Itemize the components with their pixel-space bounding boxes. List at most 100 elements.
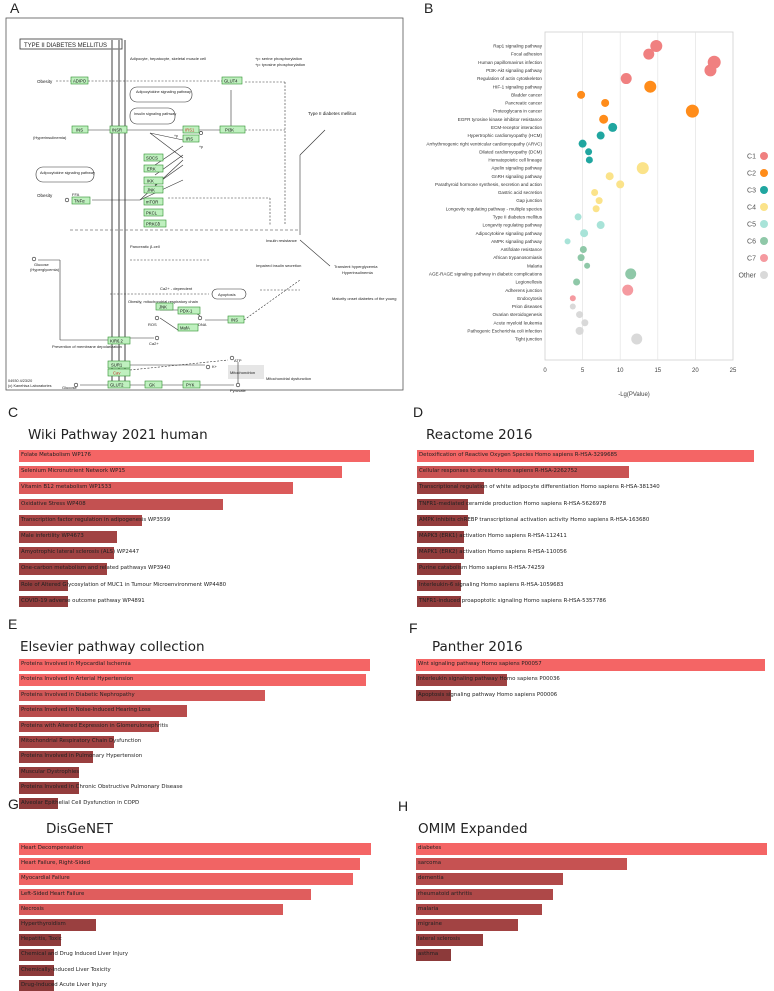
dot-plot-point bbox=[569, 303, 576, 310]
legend-label: C4 bbox=[747, 205, 756, 212]
kegg-adipo-pathway-2: Adipocytokine signaling pathway bbox=[40, 171, 95, 175]
gene-box-ins-2 bbox=[227, 315, 245, 324]
bar-label: Hepatitis, Toxic bbox=[21, 936, 62, 943]
dot-plot-pathway-label: Pathogenic Escherichia coli infection bbox=[467, 328, 542, 333]
dot-plot-pathway-label: Apelin signaling pathway bbox=[491, 166, 542, 171]
panel-letter-e: E bbox=[8, 616, 18, 632]
dot-plot-point bbox=[616, 180, 625, 189]
gene-cav: Cav bbox=[113, 371, 121, 376]
dot-plot-point bbox=[573, 278, 581, 286]
dot-plot-grid bbox=[582, 32, 696, 360]
gene-gk: GK bbox=[149, 383, 155, 388]
dot-plot-x-label: -Lg(PValue) bbox=[618, 392, 650, 398]
dot-plot-pathway-label: Adherens junction bbox=[505, 288, 542, 293]
gene-irs1: IRS1 bbox=[185, 128, 195, 133]
kegg-obesity-2: Obesity bbox=[37, 193, 53, 198]
kegg-ca-dependent: Ca2+ - dependent bbox=[160, 286, 193, 291]
gene-adipo: ADIPO bbox=[73, 79, 87, 84]
bar bbox=[417, 498, 468, 511]
gene-box-pkcl bbox=[143, 208, 164, 217]
dot-plot-pathway-label: PI3K-Akt signaling pathway bbox=[486, 68, 543, 73]
kegg-ros: ROS bbox=[148, 322, 157, 327]
dot-plot-point bbox=[601, 98, 610, 107]
bar-label: TNFR1-mediated ceramide production Homo … bbox=[419, 500, 607, 507]
gene-box-tnfa bbox=[71, 196, 91, 205]
panel-title: Wiki Pathway 2021 human bbox=[28, 427, 208, 443]
bar bbox=[19, 919, 97, 931]
bar-label: Proteins Involved in Diabetic Nephropath… bbox=[21, 691, 135, 698]
gene-socs: SOCS bbox=[146, 156, 158, 161]
legend-swatch-c7 bbox=[760, 254, 768, 262]
kegg-apoptosis: Apoptosis bbox=[218, 292, 236, 297]
bar-label: Proteins Involved in Arterial Hypertensi… bbox=[21, 676, 134, 683]
kegg-kplus: K+ bbox=[212, 364, 218, 369]
bar-label: Chemically-Induced Liver Toxicity bbox=[21, 966, 111, 973]
gene-box-mafa bbox=[177, 323, 199, 332]
gene-jnk: JNK bbox=[147, 188, 155, 193]
dot-plot-point bbox=[704, 64, 717, 77]
bar-label: Transcriptional regulation of white adip… bbox=[419, 484, 660, 491]
kegg-transient: Transient hyperglycemia bbox=[334, 264, 378, 269]
dot-plot-pathway-label: ECM-receptor interaction bbox=[491, 125, 543, 130]
bar bbox=[416, 659, 765, 671]
bar-label: lateral sclerosis bbox=[418, 936, 461, 943]
kegg-plus-p-1: +p bbox=[174, 134, 178, 138]
bar bbox=[417, 450, 754, 462]
kegg-dna: DNA bbox=[198, 322, 207, 327]
dot-plot-pathway-label: Pancreatic cancer bbox=[505, 101, 542, 106]
dot-plot-point bbox=[585, 156, 593, 164]
bar-label: Chemical and Drug Induced Liver Injury bbox=[21, 951, 129, 958]
bar bbox=[19, 482, 293, 494]
gene-kir62: KIR6.2 bbox=[110, 339, 123, 344]
kegg-insulin-pathway: Insulin signaling pathway bbox=[134, 112, 176, 116]
bar-label: One-carbon metabolism and related pathwa… bbox=[21, 565, 171, 572]
bar-label: Hyperthyroidism bbox=[21, 921, 66, 927]
gene-box-jnk bbox=[143, 185, 164, 194]
bar-label: Necrosis bbox=[21, 905, 44, 912]
dot-plot-point bbox=[643, 48, 655, 60]
dot-plot-point bbox=[644, 80, 657, 93]
bar-label: Proteins Involved in Myocardial Ischemia bbox=[21, 661, 131, 667]
bar bbox=[417, 482, 485, 494]
dot-plot-point bbox=[575, 326, 584, 335]
panel-letter-g: G bbox=[8, 796, 19, 812]
dot-plot-pathway-label: Hematopoietic cell lineage bbox=[488, 158, 542, 163]
bar bbox=[417, 547, 465, 559]
bar-label: Apoptosis signaling pathway Homo sapiens… bbox=[418, 691, 558, 698]
bar bbox=[19, 514, 142, 527]
dot-plot-pathway-label: Dilated cardiomyopathy (DCM) bbox=[479, 149, 542, 154]
kegg-t2dm: Type II diabetes mellitus bbox=[308, 111, 357, 116]
dot-plot-point bbox=[579, 245, 587, 253]
gene-box-ikk bbox=[143, 176, 164, 185]
bar bbox=[19, 674, 367, 686]
gene-pkcl: PKCL bbox=[146, 211, 158, 216]
bar-label: Interleukin signaling pathway Homo sapie… bbox=[418, 676, 560, 683]
kegg-adipo-pathway: Adipocytokine signaling pathway bbox=[136, 90, 191, 94]
bar bbox=[416, 949, 452, 961]
panel-h-omim: OMIM Expanded diabetes sarcoma dementia rheu… bbox=[400, 819, 774, 989]
panel-letter-h: H bbox=[398, 798, 409, 814]
kegg-title: TYPE II DIABETES MELLITUS bbox=[24, 43, 107, 49]
bar bbox=[416, 843, 767, 855]
bar bbox=[417, 563, 461, 575]
dot-plot-point bbox=[569, 295, 576, 302]
gene-tnfa: TNFα bbox=[74, 199, 85, 204]
dot-plot-point bbox=[622, 284, 634, 296]
kegg-compound-ca bbox=[154, 335, 160, 341]
dot-plot-x-tick: 15 bbox=[654, 368, 661, 374]
dot-plot-point bbox=[584, 262, 591, 269]
bar-label: Purine catabolism Homo sapiens R-HSA-742… bbox=[419, 565, 545, 572]
panel-letter-f: F bbox=[409, 620, 418, 636]
gene-pi3k: PI3K bbox=[225, 128, 234, 133]
bar bbox=[19, 797, 58, 810]
legend-label: C7 bbox=[747, 256, 756, 263]
kegg-glucose-2: Glucose bbox=[62, 385, 77, 390]
dot-plot-point bbox=[564, 238, 571, 245]
bar bbox=[19, 949, 55, 961]
dot-plot-point bbox=[591, 189, 599, 196]
gene-box-irs bbox=[182, 134, 200, 143]
dot-plot-x-tick: 0 bbox=[543, 368, 547, 374]
dot-plot-pathway-label: EGFR tyrosine kinase inhibitor resistanc… bbox=[458, 117, 543, 122]
kegg-mody: Maturity onset diabetes of the young bbox=[332, 296, 396, 301]
bar-label: diabetes bbox=[418, 845, 442, 851]
